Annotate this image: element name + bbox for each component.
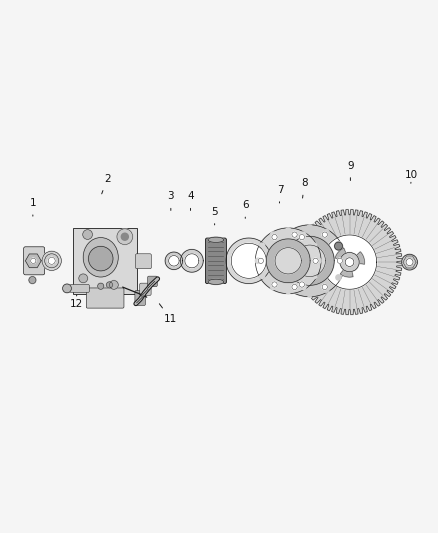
Polygon shape <box>357 252 364 264</box>
Polygon shape <box>255 228 321 294</box>
Circle shape <box>277 258 282 263</box>
Circle shape <box>110 280 118 289</box>
Circle shape <box>324 229 329 235</box>
Circle shape <box>272 235 277 240</box>
Circle shape <box>307 225 312 230</box>
Circle shape <box>278 241 283 247</box>
Circle shape <box>335 242 343 250</box>
Polygon shape <box>25 254 41 268</box>
Circle shape <box>286 288 291 294</box>
Circle shape <box>106 282 113 288</box>
Circle shape <box>336 275 341 280</box>
Circle shape <box>272 282 277 287</box>
Circle shape <box>340 258 346 263</box>
Circle shape <box>307 292 312 297</box>
Circle shape <box>316 258 321 263</box>
Circle shape <box>406 259 413 265</box>
Text: 3: 3 <box>167 191 174 211</box>
Polygon shape <box>275 248 301 274</box>
Circle shape <box>345 258 354 266</box>
Circle shape <box>324 287 329 292</box>
Circle shape <box>313 258 318 263</box>
Polygon shape <box>169 255 179 266</box>
Polygon shape <box>285 236 334 285</box>
Text: 1: 1 <box>29 198 36 216</box>
Polygon shape <box>226 238 272 284</box>
Circle shape <box>258 258 263 263</box>
Circle shape <box>300 232 306 237</box>
FancyBboxPatch shape <box>140 283 151 295</box>
Text: 4: 4 <box>187 191 194 211</box>
FancyBboxPatch shape <box>136 254 151 269</box>
Circle shape <box>42 251 61 270</box>
Polygon shape <box>180 249 203 272</box>
Polygon shape <box>266 239 310 282</box>
Circle shape <box>278 275 283 280</box>
Text: 9: 9 <box>347 161 354 181</box>
Circle shape <box>292 232 297 237</box>
FancyBboxPatch shape <box>135 290 145 305</box>
Ellipse shape <box>83 238 118 277</box>
Text: 11: 11 <box>159 304 177 324</box>
Polygon shape <box>297 209 402 314</box>
Circle shape <box>31 258 36 263</box>
Circle shape <box>48 257 55 264</box>
Circle shape <box>98 283 104 289</box>
Polygon shape <box>185 254 199 268</box>
Circle shape <box>117 229 133 245</box>
Circle shape <box>83 230 92 239</box>
Circle shape <box>274 258 279 263</box>
Circle shape <box>337 258 343 263</box>
Circle shape <box>63 284 71 293</box>
Polygon shape <box>335 248 346 260</box>
Circle shape <box>88 246 113 271</box>
Circle shape <box>299 282 304 287</box>
Polygon shape <box>294 245 325 277</box>
Circle shape <box>79 274 88 282</box>
Polygon shape <box>165 252 183 270</box>
Circle shape <box>271 232 276 237</box>
Circle shape <box>271 284 276 289</box>
Circle shape <box>290 229 296 235</box>
Text: 8: 8 <box>301 178 308 198</box>
Text: 12: 12 <box>70 295 83 309</box>
FancyBboxPatch shape <box>66 285 89 292</box>
Circle shape <box>299 235 304 240</box>
Circle shape <box>45 254 59 268</box>
Circle shape <box>29 277 36 284</box>
Circle shape <box>292 284 297 289</box>
FancyBboxPatch shape <box>73 228 137 294</box>
FancyBboxPatch shape <box>148 276 157 287</box>
Circle shape <box>402 254 417 270</box>
Circle shape <box>300 284 306 289</box>
Circle shape <box>255 258 261 263</box>
Circle shape <box>336 241 341 247</box>
FancyBboxPatch shape <box>24 247 45 275</box>
Text: 2: 2 <box>102 174 111 194</box>
Text: 7: 7 <box>277 185 284 203</box>
Circle shape <box>121 233 128 240</box>
Polygon shape <box>231 243 266 278</box>
FancyBboxPatch shape <box>86 288 124 308</box>
Circle shape <box>290 287 296 292</box>
FancyBboxPatch shape <box>205 238 226 284</box>
Circle shape <box>322 284 327 289</box>
Circle shape <box>312 243 317 248</box>
Circle shape <box>286 228 291 233</box>
Circle shape <box>259 243 265 248</box>
Circle shape <box>312 273 317 279</box>
Ellipse shape <box>208 279 224 285</box>
Circle shape <box>322 232 327 237</box>
Text: 10: 10 <box>405 169 418 183</box>
Polygon shape <box>340 270 353 277</box>
Text: 6: 6 <box>242 200 249 219</box>
Text: 5: 5 <box>211 207 218 225</box>
Ellipse shape <box>208 237 224 243</box>
Polygon shape <box>322 235 377 289</box>
Polygon shape <box>274 225 346 297</box>
Circle shape <box>259 273 265 279</box>
Circle shape <box>340 253 359 272</box>
